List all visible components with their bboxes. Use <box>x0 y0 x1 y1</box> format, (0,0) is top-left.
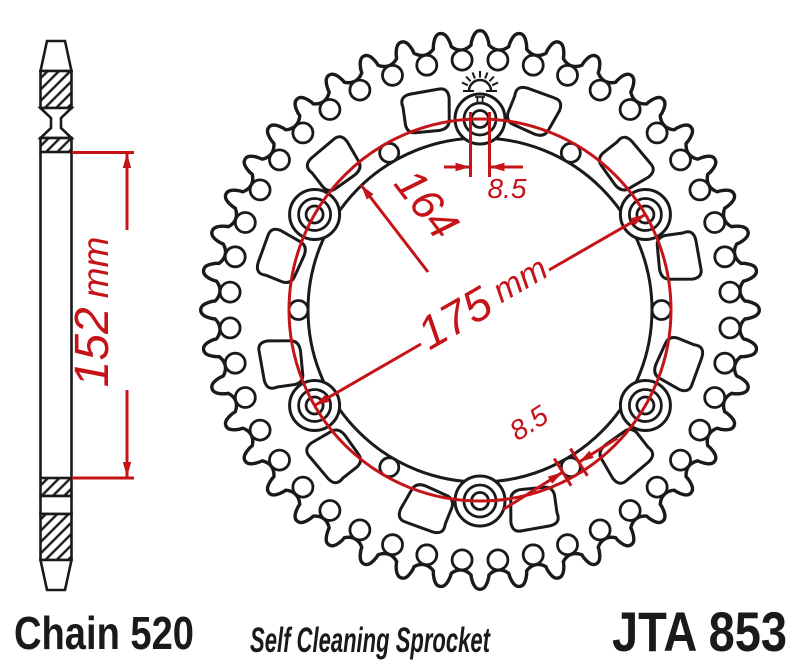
tooth-root-relief-hole <box>415 543 439 567</box>
dim-175-line-left <box>313 342 422 407</box>
tooth-root-relief-hole <box>381 63 404 87</box>
tooth-root-relief-hole <box>223 351 247 375</box>
tooth-root-relief-hole <box>291 475 315 499</box>
tooth-root-relief-hole <box>268 448 291 472</box>
tooth-root-relief-hole <box>450 548 474 572</box>
tooth-root-relief-hole <box>348 78 372 102</box>
tooth-root-relief-hole <box>521 543 545 567</box>
dim-85bot-arrow-lower <box>547 472 563 484</box>
side-band-top-hatched <box>39 136 73 154</box>
side-hub-top-hatched <box>39 69 73 110</box>
tooth-root-relief-hole <box>713 351 737 375</box>
tooth-root-relief-hole <box>618 98 642 121</box>
tooth-root-relief-hole <box>218 316 242 340</box>
part-number: JTA 853 <box>612 600 787 663</box>
tooth-root-relief-hole <box>486 548 510 572</box>
tooth-root-relief-hole <box>703 211 727 234</box>
tooth-root-relief-hole <box>556 63 579 87</box>
tooth-root-relief-hole <box>688 418 712 442</box>
tooth-root-relief-hole <box>450 48 474 72</box>
dim-width-unit: mm <box>75 237 116 299</box>
dim-175-arrow-right <box>630 214 646 226</box>
tooth-root-relief-hole <box>688 178 712 202</box>
tooth-root-relief-hole <box>669 448 692 472</box>
bolt-circle-reference <box>287 117 673 503</box>
tooth-root-relief-hole <box>618 499 642 522</box>
lightening-hole <box>287 299 310 321</box>
sun-glyph <box>475 96 485 104</box>
tooth-root-relief-hole <box>248 418 272 442</box>
tooth-root-relief-hole <box>223 245 247 269</box>
tooth-root-relief-hole <box>486 48 510 72</box>
tooth-root-relief-hole <box>248 178 272 202</box>
tooth-root-relief-hole <box>318 499 342 522</box>
sprocket-front-view <box>199 29 761 591</box>
dim-164-line <box>359 184 430 273</box>
dim-85top-arrow-left <box>455 162 471 172</box>
dim-175-line-right <box>548 213 647 272</box>
side-tooth-top <box>38 39 74 73</box>
tooth-root-relief-hole <box>521 53 545 77</box>
side-neck-bottom <box>39 494 73 516</box>
bolt-hole-boss-inner <box>628 197 663 232</box>
tooth-root-relief-hole <box>703 386 727 409</box>
side-tooth-bottom <box>38 558 74 592</box>
lightening-hole <box>650 299 673 321</box>
tooth-root-relief-hole <box>233 386 257 409</box>
bolt-hole-boss-inner <box>628 388 663 423</box>
dim-152-arrow-top <box>122 153 132 168</box>
sun-dome <box>467 78 493 92</box>
tooth-root-relief-hole <box>291 121 315 145</box>
side-hub-bottom-hatched <box>39 512 73 562</box>
tooth-root-relief-hole <box>218 280 242 304</box>
tooth-root-relief-hole <box>645 121 669 145</box>
dim-85top-arrow-right <box>489 162 505 172</box>
dim-164-arrow <box>361 185 374 200</box>
tooth-root-relief-hole <box>588 78 612 102</box>
sprocket-description: Self Cleaning Sprocket <box>250 621 491 660</box>
tooth-root-relief-hole <box>645 475 669 499</box>
dim-bolt-hole-label: 8.5 <box>488 173 527 204</box>
side-band-bottom-hatched <box>39 476 73 498</box>
tooth-root-relief-hole <box>588 518 612 542</box>
tooth-root-relief-hole <box>713 245 737 269</box>
tooth-root-relief-hole <box>381 533 404 557</box>
dim-width-value: 152 <box>66 307 119 387</box>
dim-175-arrow-left <box>314 394 330 406</box>
tooth-root-relief-hole <box>556 533 579 557</box>
dim-152-arrow-bottom <box>122 462 132 477</box>
dimension-lines <box>72 112 647 511</box>
tooth-root-relief-hole <box>669 148 692 172</box>
tooth-root-relief-hole <box>268 148 291 172</box>
tooth-root-relief-hole <box>718 316 742 340</box>
dim-85bot-arrow-upper <box>578 450 594 463</box>
tooth-root-relief-hole <box>348 518 372 542</box>
sun-rays <box>461 71 499 87</box>
bolt-hole-boss-inner <box>297 197 333 232</box>
tooth-root-relief-hole <box>233 211 257 234</box>
sprocket-side-view <box>37 39 75 592</box>
tooth-root-relief-hole <box>415 53 439 77</box>
jt-sun-mark <box>461 71 499 104</box>
tooth-root-relief-hole <box>718 280 742 304</box>
dim-width-label: 152 mm <box>66 237 119 388</box>
chain-size-label: Chain 520 <box>14 607 194 659</box>
tooth-root-relief-hole <box>318 98 342 121</box>
bolt-hole-boss-inner <box>297 388 333 423</box>
side-web-plate <box>39 152 73 478</box>
